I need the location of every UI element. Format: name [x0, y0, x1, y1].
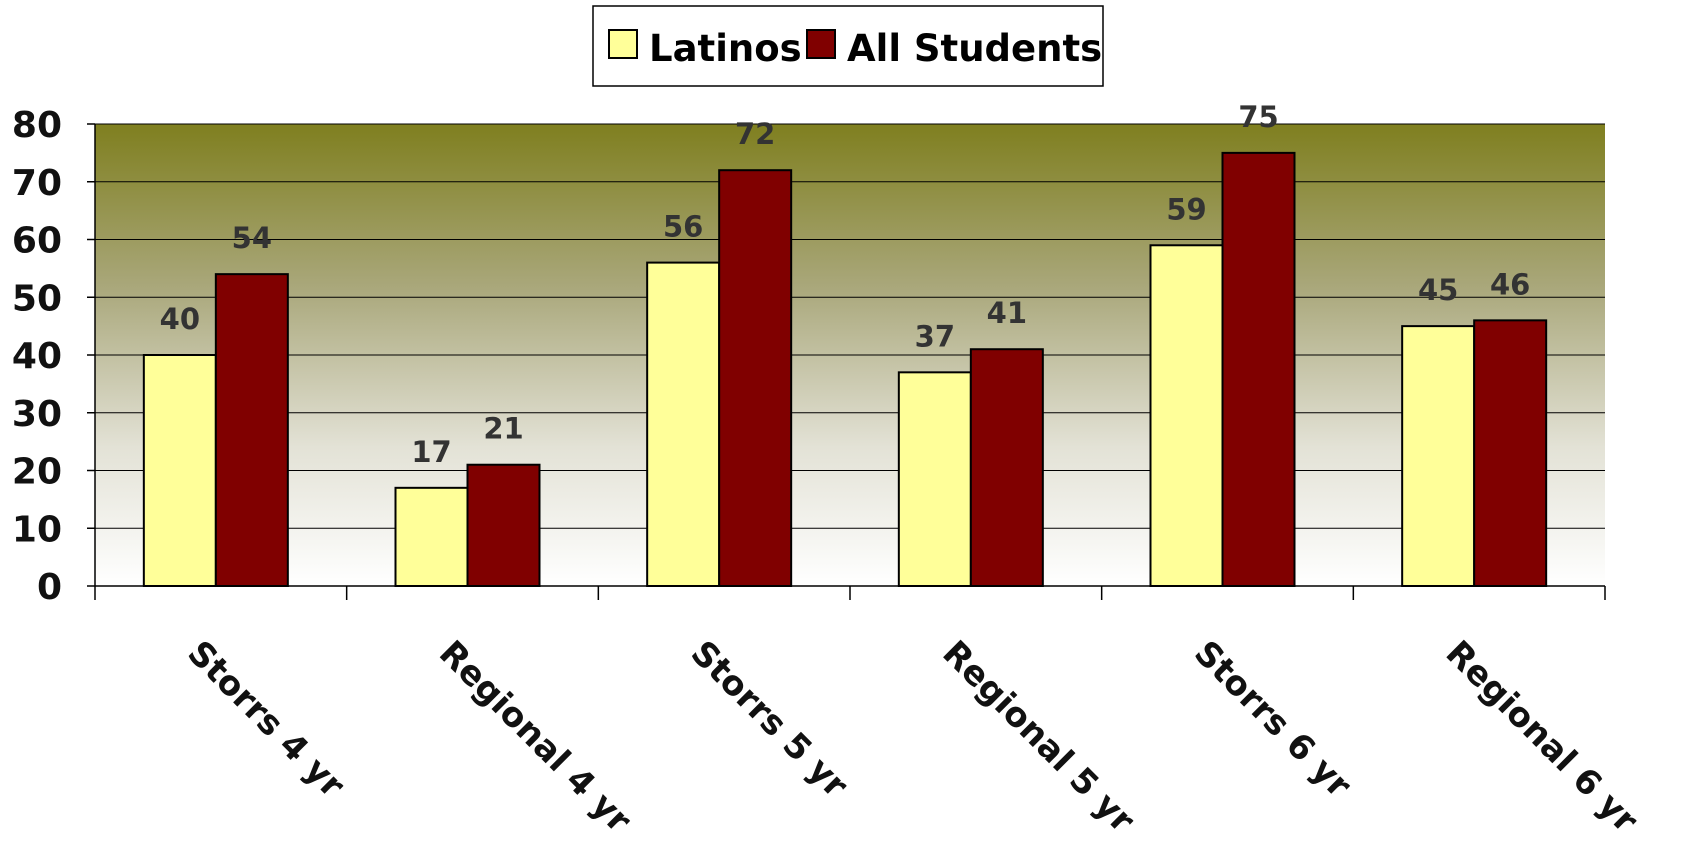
- y-tick-label: 60: [12, 221, 62, 262]
- data-label: 41: [987, 296, 1027, 330]
- legend-swatch: [608, 29, 638, 59]
- x-category-label: Storrs 4 yr: [179, 633, 352, 806]
- data-labels: 40 54 17 21 56 72 37 41 59 75 45 46: [160, 100, 1531, 469]
- data-label: 40: [160, 302, 200, 336]
- legend-swatch: [806, 29, 836, 59]
- bar-latinos: [1401, 325, 1476, 587]
- y-tick-label: 30: [12, 394, 62, 435]
- y-tick-label: 40: [12, 336, 62, 377]
- y-axis-tick-labels: 0 10 20 30 40 50 60 70 80: [12, 105, 62, 608]
- bar-latinos: [142, 354, 217, 587]
- x-category-label: Regional 4 yr: [431, 633, 639, 841]
- bars: [142, 151, 1548, 588]
- y-tick-label: 10: [12, 509, 62, 550]
- y-tick-label: 70: [12, 163, 62, 204]
- data-label: 37: [915, 319, 955, 353]
- bar-all-students: [718, 169, 793, 587]
- x-category-label: Regional 6 yr: [1438, 633, 1646, 841]
- data-label: 54: [232, 221, 272, 255]
- y-tick-label: 0: [37, 567, 62, 608]
- y-tick-label: 20: [12, 452, 62, 493]
- data-label: 75: [1238, 100, 1278, 134]
- bar-latinos: [897, 371, 972, 588]
- bar-latinos: [1149, 244, 1224, 587]
- data-label: 21: [483, 412, 523, 446]
- x-category-label: Storrs 6 yr: [1186, 633, 1359, 806]
- bar-all-students: [466, 463, 541, 588]
- data-label: 72: [735, 117, 775, 151]
- bar-all-students: [969, 348, 1044, 587]
- x-axis-category-labels: Storrs 4 yr Regional 4 yr Storrs 5 yr Regio…: [179, 633, 1645, 841]
- legend-label: All Students: [847, 27, 1102, 70]
- bar-latinos: [646, 261, 721, 587]
- bar-latinos: [394, 486, 469, 588]
- y-tick-label: 80: [12, 105, 62, 146]
- bar-all-students: [1473, 319, 1548, 587]
- data-label: 59: [1166, 192, 1206, 226]
- data-label: 17: [411, 435, 451, 469]
- data-label: 56: [663, 210, 703, 244]
- axes: [87, 123, 1606, 600]
- x-category-label: Storrs 5 yr: [683, 633, 856, 806]
- gridlines: [95, 123, 1605, 529]
- bar-all-students: [214, 273, 289, 587]
- bar-all-students: [1221, 151, 1296, 587]
- legend-label: Latinos: [649, 27, 802, 70]
- legend: Latinos All Students: [592, 5, 1104, 87]
- x-category-label: Regional 5 yr: [934, 633, 1142, 841]
- data-label: 45: [1418, 273, 1458, 307]
- legend-box: [592, 5, 1104, 87]
- y-tick-label: 50: [12, 278, 62, 319]
- data-label: 46: [1490, 267, 1530, 301]
